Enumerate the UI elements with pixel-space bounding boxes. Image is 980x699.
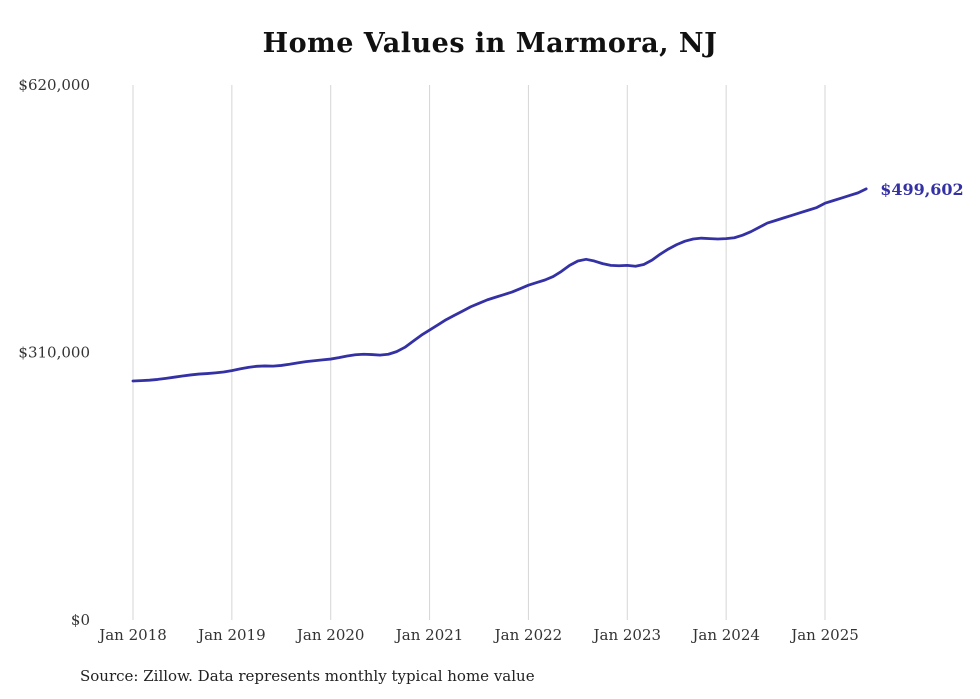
- y-tick-label: $310,000: [18, 344, 90, 362]
- last-value-label: $499,602: [880, 180, 964, 199]
- x-tick-label: Jan 2018: [97, 626, 167, 644]
- home-value-line-series: [131, 187, 868, 383]
- x-tick-label: Jan 2022: [493, 626, 563, 644]
- x-tick-label: Jan 2020: [295, 626, 365, 644]
- x-tick-label: Jan 2024: [690, 626, 760, 644]
- source-note: Source: Zillow. Data represents monthly …: [80, 667, 535, 685]
- y-tick-label: $0: [71, 611, 90, 629]
- y-tick-label: $620,000: [18, 76, 90, 94]
- x-tick-label: Jan 2025: [789, 626, 859, 644]
- chart-title: Home Values in Marmora, NJ: [262, 28, 718, 59]
- x-tick-label: Jan 2023: [592, 626, 662, 644]
- x-tick-label: Jan 2019: [196, 626, 266, 644]
- x-tick-label: Jan 2021: [394, 626, 464, 644]
